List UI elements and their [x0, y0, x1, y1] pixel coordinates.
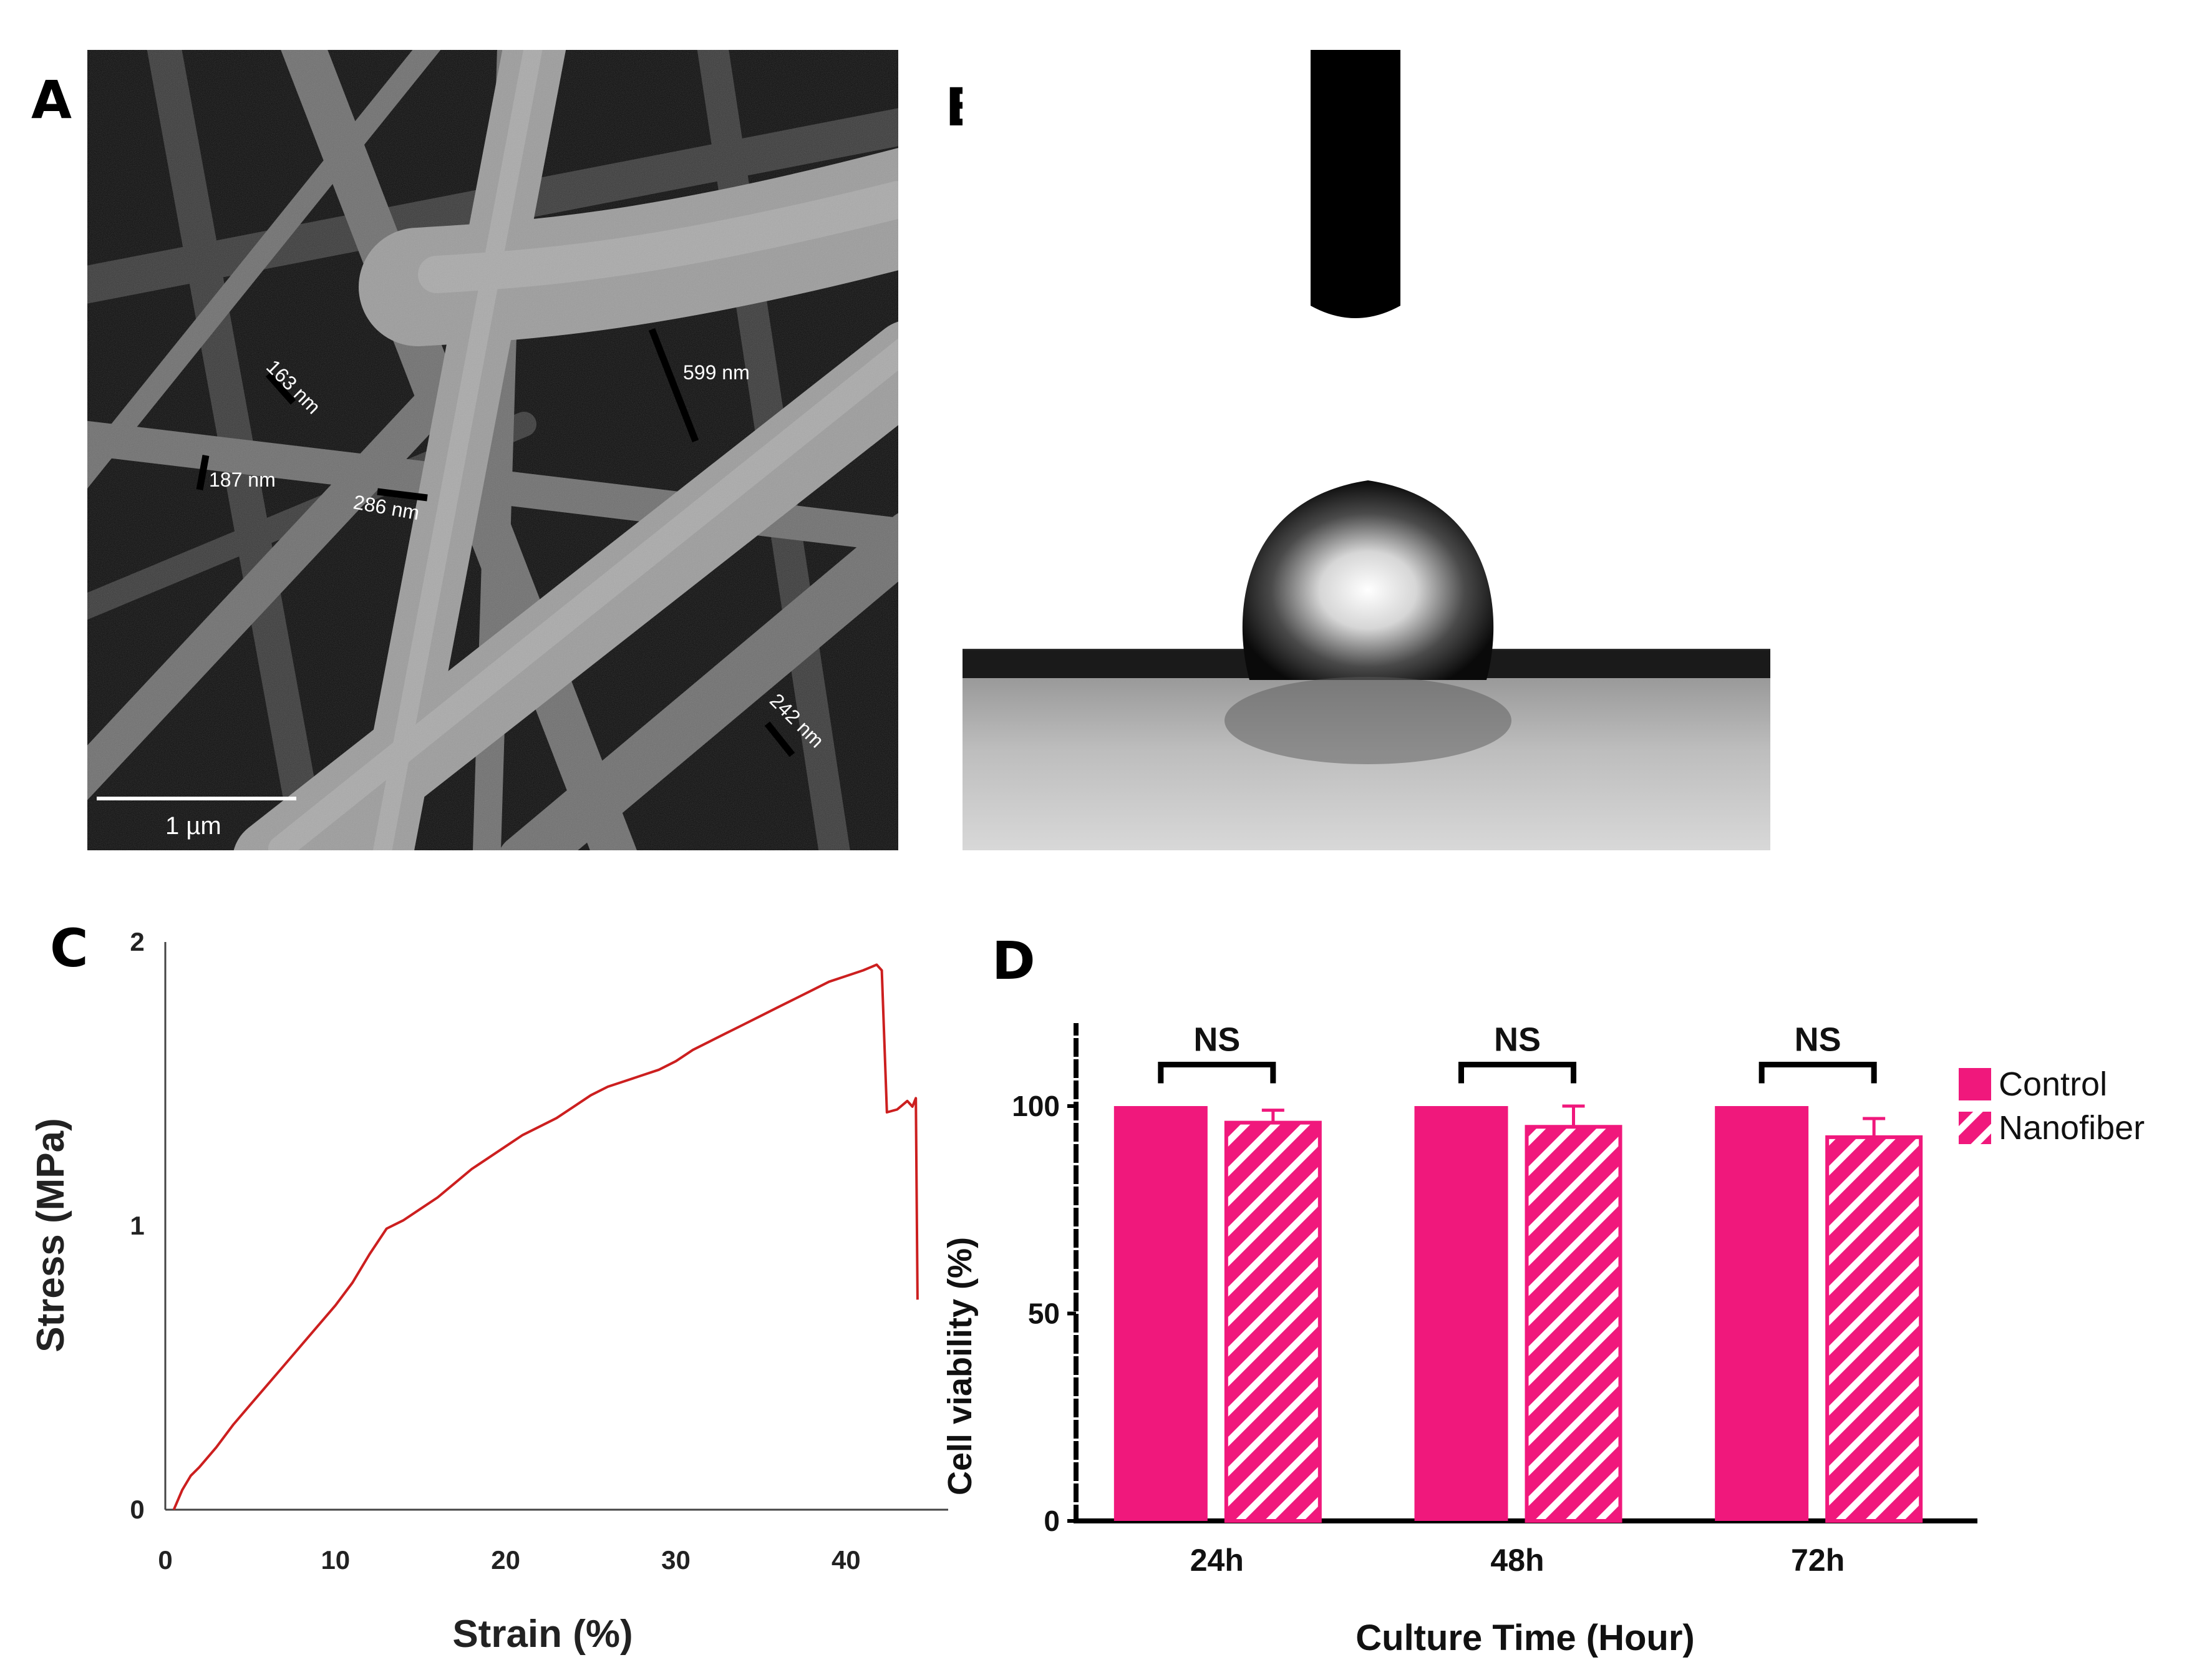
- control-bar: [1113, 1106, 1208, 1521]
- chart-d-category-label: 72h: [1791, 1543, 1845, 1578]
- chart-c-xtick: 10: [321, 1545, 350, 1575]
- chart-c-xtick: 30: [661, 1545, 691, 1575]
- chart-c-xtick: 20: [491, 1545, 520, 1575]
- panel-d-letter: D: [992, 930, 1035, 991]
- significance-label: NS: [1193, 1021, 1240, 1059]
- chart-c-xtick: 40: [832, 1545, 861, 1575]
- chart-c-xlabel: Strain (%): [452, 1613, 633, 1656]
- chart-c-ytick: 1: [130, 1211, 144, 1240]
- chart-c-ticks: 0 10 20 30 40 0 1 2: [130, 927, 860, 1575]
- nanofiber-bar: [1825, 1135, 1923, 1523]
- legend-control-label: Control: [1999, 1066, 2107, 1103]
- control-bar: [1715, 1106, 1809, 1521]
- significance-bracket: [1758, 1062, 1877, 1084]
- chart-c-series: [172, 963, 919, 1510]
- chart-c-ylabel: Stress (MPa): [29, 1118, 72, 1352]
- nanofiber-bar: [1525, 1125, 1622, 1523]
- scale-bar-label: 1 µm: [165, 812, 221, 840]
- legend-nanofiber-swatch: [1959, 1112, 1991, 1144]
- chart-c-stress-strain-line: [172, 963, 919, 1510]
- measure-599: 599 nm: [683, 361, 750, 384]
- nanofiber-bar: [1224, 1120, 1322, 1523]
- significance-label: NS: [1494, 1021, 1541, 1059]
- chart-d-ytick: 0: [1044, 1505, 1060, 1537]
- significance-bracket: [1158, 1062, 1276, 1084]
- chart-d-significance: NS NS NS: [1158, 1021, 1877, 1084]
- chart-c-ytick: 0: [130, 1495, 144, 1524]
- chart-d-ytick: 100: [1012, 1090, 1060, 1122]
- chart-c-axes: [164, 942, 948, 1511]
- chart-d-category-label: 48h: [1490, 1543, 1544, 1578]
- legend-control-swatch: [1959, 1068, 1991, 1100]
- control-bar: [1414, 1106, 1508, 1521]
- significance-label: NS: [1795, 1021, 1841, 1059]
- panel-c-letter: C: [50, 918, 89, 979]
- cell-viability-chart: 0 50 100 24h 48h 72h NS NS NS Control Nanofiber…: [941, 1021, 2145, 1659]
- measure-187: 187 nm: [209, 469, 276, 491]
- chart-d-category-label: 24h: [1190, 1543, 1244, 1578]
- chart-d-legend: Control Nanofiber: [1959, 1066, 2145, 1147]
- stress-strain-chart: 0 10 20 30 40 0 1 2 Strain (%) Stress (MPa): [29, 927, 948, 1656]
- chart-d-xlabel: Culture Time (Hour): [1355, 1618, 1695, 1658]
- sem-fibers-graphic: 163 nm 187 nm 286 nm 599 nm 242 nm 1 µm: [87, 50, 898, 850]
- chart-d-ytick: 50: [1028, 1298, 1060, 1330]
- panel-a-letter: A: [31, 69, 72, 130]
- chart-c-ytick: 2: [130, 927, 144, 956]
- contact-angle-image: [963, 50, 1770, 850]
- chart-c-xtick: 0: [158, 1545, 172, 1575]
- droplet-graphic: [963, 50, 1770, 850]
- significance-bracket: [1458, 1062, 1576, 1084]
- chart-d-ylabel: Cell viability (%): [941, 1237, 979, 1495]
- sem-image: 163 nm 187 nm 286 nm 599 nm 242 nm 1 µm: [87, 50, 898, 850]
- chart-d-bars: 24h 48h 72h: [1113, 1104, 1923, 1578]
- legend-nanofiber-label: Nanofiber: [1999, 1109, 2145, 1147]
